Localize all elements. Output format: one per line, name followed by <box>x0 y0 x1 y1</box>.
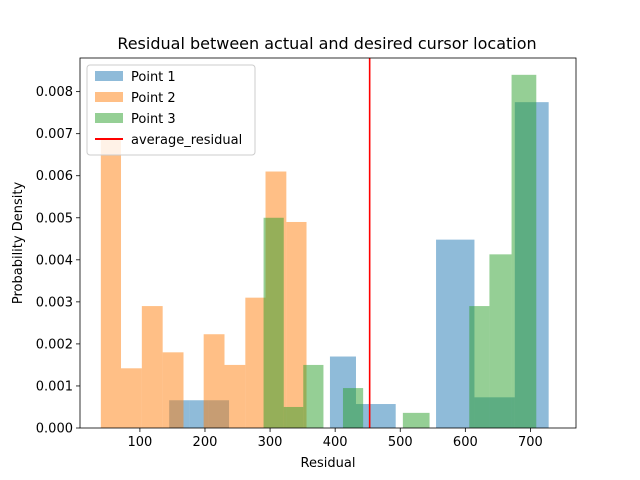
legend: Point 1 Point 2 Point 3 average_residual <box>86 64 256 156</box>
bar-series-3-bin-8 <box>402 412 430 428</box>
y-tick-label: 0.002 <box>36 337 73 352</box>
legend-label-series-3: Point 3 <box>131 112 176 127</box>
legend-label-series-1: Point 1 <box>131 70 176 85</box>
x-tick-label: 300 <box>258 435 283 450</box>
bar-series-2-bin-2 <box>121 368 142 428</box>
bar-series-3-bin-11 <box>469 306 490 428</box>
bar-series-3-bin-5 <box>342 388 364 428</box>
x-axis-label: Residual <box>301 456 356 471</box>
x-tick-label: 200 <box>193 435 218 450</box>
legend-swatch-series-1 <box>95 71 123 81</box>
x-axis-ticks: 100 200 300 400 500 600 700 <box>127 428 543 450</box>
x-tick-label: 700 <box>518 435 543 450</box>
bar-series-1-bin-11 <box>375 404 396 428</box>
y-tick-label: 0.007 <box>36 127 73 142</box>
plot-frame <box>79 57 577 429</box>
bar-series-2-bin-6 <box>203 334 225 428</box>
bar-series-2-bin-10 <box>286 221 307 428</box>
bar-series-2-bin-8 <box>245 297 266 428</box>
y-tick-label: 0.008 <box>36 85 73 100</box>
y-axis-label: Probability Density <box>11 182 26 305</box>
bar-series-2-bin-3 <box>141 306 163 428</box>
x-tick-label: 400 <box>323 435 348 450</box>
bar-series-2-bin-1 <box>100 137 122 428</box>
legend-label-average-residual: average_residual <box>131 133 242 148</box>
y-tick-label: 0.003 <box>36 295 73 310</box>
y-axis-ticks: 0.000 0.001 0.002 0.003 0.004 0.005 0.006 0.007… <box>36 85 80 437</box>
bar-series-3-bin-13 <box>511 74 537 428</box>
bar-series-3-bin-1 <box>263 217 284 428</box>
y-tick-label: 0.000 <box>36 422 73 437</box>
bar-series-2-bin-4 <box>162 352 184 428</box>
bar-series-3-bin-3 <box>303 364 324 428</box>
legend-swatch-series-2 <box>95 92 123 102</box>
legend-frame <box>86 64 256 156</box>
y-tick-label: 0.004 <box>36 253 73 268</box>
bars-group <box>100 74 549 429</box>
bar-series-3-bin-12 <box>489 254 512 428</box>
y-tick-label: 0.006 <box>36 169 73 184</box>
bar-series-1-bin-14 <box>436 239 475 428</box>
x-tick-label: 600 <box>453 435 478 450</box>
chart-title: Residual between actual and desired curs… <box>117 34 536 53</box>
legend-label-series-2: Point 2 <box>131 91 176 106</box>
x-tick-label: 500 <box>388 435 413 450</box>
x-tick-label: 100 <box>127 435 152 450</box>
bar-series-2-bin-7 <box>224 364 246 428</box>
legend-swatch-series-3 <box>95 113 123 123</box>
bar-series-3-bin-2 <box>283 406 304 428</box>
y-tick-label: 0.001 <box>36 379 73 394</box>
y-tick-label: 0.005 <box>36 211 73 226</box>
